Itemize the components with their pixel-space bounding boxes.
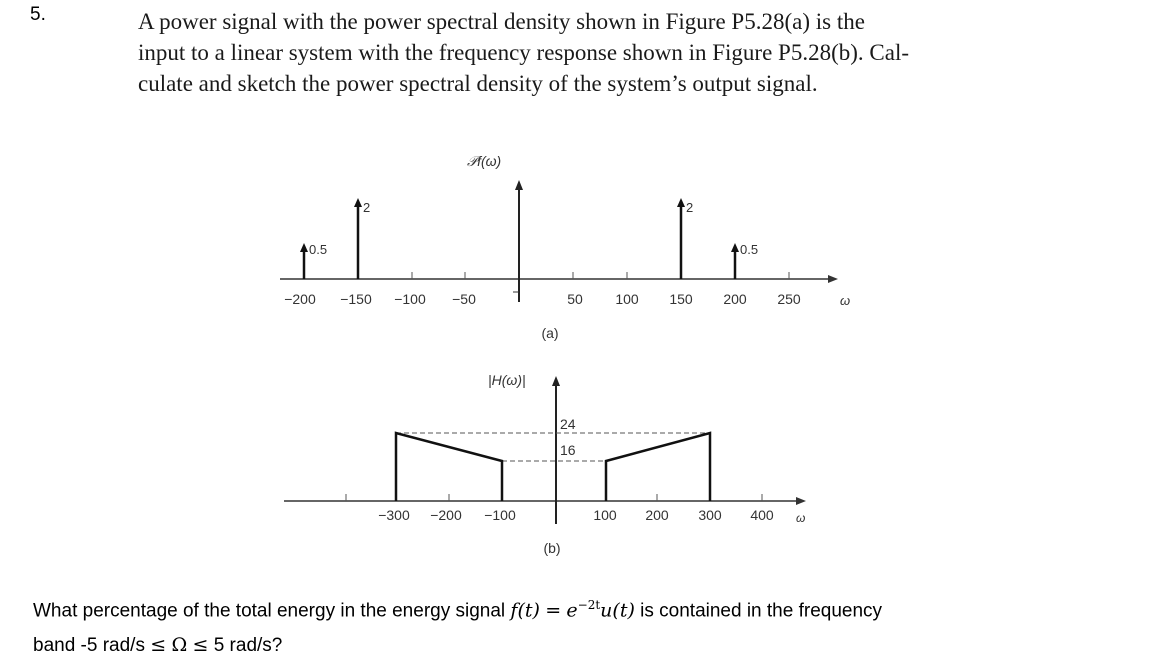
fig-a-tick-label: 200 (723, 291, 747, 307)
fig-b-level-label-24: 24 (560, 416, 576, 432)
fig-a-impulse-left-small-arrow (300, 243, 308, 252)
fig-b-xlabel: ω (796, 511, 805, 525)
problem-line-2: input to a linear system with the freque… (138, 40, 909, 65)
omega-symbol: Ω (171, 634, 188, 657)
fig-b-response-left (394, 431, 504, 501)
fig-b-y-arrow (552, 376, 560, 386)
fig-b-tick-label: 100 (593, 507, 617, 523)
fig-a-tick-label: 250 (777, 291, 801, 307)
fig-b-tick-label: 300 (698, 507, 722, 523)
fig-a-tick-label: −150 (340, 291, 372, 307)
fig-a-label-left-big: 2 (363, 200, 370, 215)
fig-a-ylabel: 𝒫f(ω) (467, 153, 501, 169)
exp-power: −2t (577, 598, 601, 612)
problem-line-3: culate and sketch the power spectral den… (138, 71, 818, 96)
fig-b-ylabel: |H(ω)| (488, 372, 526, 388)
fig-a-tick-label: 150 (669, 291, 693, 307)
question-number: 5. (30, 4, 46, 25)
fig-b-tick-label: −200 (430, 507, 462, 523)
fig-a-label-right-big: 2 (686, 200, 693, 215)
fig-a-caption: (a) (541, 325, 558, 341)
problem-line-1: A power signal with the power spectral d… (138, 9, 865, 34)
fig-b-x-arrow (796, 497, 806, 505)
fig-a-xlabel: ω (840, 293, 850, 308)
fig-b-tick-label: 200 (645, 507, 669, 523)
fig-b-tick-label: 400 (750, 507, 774, 523)
problem-statement: A power signal with the power spectral d… (138, 6, 1058, 99)
question-2-line-1: What percentage of the total energy in t… (33, 598, 883, 622)
equals-sign: = (545, 599, 562, 622)
unit-step: u(t) (600, 599, 635, 622)
fig-a-label-left-small: 0.5 (309, 242, 327, 257)
fig-a-impulse-left-big-arrow (354, 198, 362, 207)
fig-b-tick-label: −300 (378, 507, 410, 523)
fig-a-tick-label: 50 (567, 291, 583, 307)
fig-a-ticks (303, 272, 790, 279)
fig-a-impulse-right-small-arrow (731, 243, 739, 252)
fig-b-tick-label: −100 (484, 507, 516, 523)
fig-a-tick-label: −200 (284, 291, 316, 307)
f-of-t: f(t) (510, 599, 540, 622)
fig-b-level-label-16: 16 (560, 442, 576, 458)
fig-a-tick-label: −50 (452, 291, 476, 307)
fig-b-response-right (604, 431, 712, 501)
fig-a-label-right-small: 0.5 (740, 242, 758, 257)
question-2-line-2: band -5 rad/s ≤ Ω ≤ 5 rad/s? (33, 634, 283, 657)
exp-base: e (566, 599, 578, 622)
fig-b-ticks (345, 494, 763, 501)
fig-a-impulse-right-big-arrow (677, 198, 685, 207)
question-2: What percentage of the total energy in t… (33, 588, 1143, 663)
fig-b-caption: (b) (543, 540, 560, 556)
fig-a-x-arrow (828, 275, 838, 283)
fig-a-tick-label: −100 (394, 291, 426, 307)
fig-a-y-arrow (515, 180, 523, 190)
fig-a-tick-label: 100 (615, 291, 639, 307)
